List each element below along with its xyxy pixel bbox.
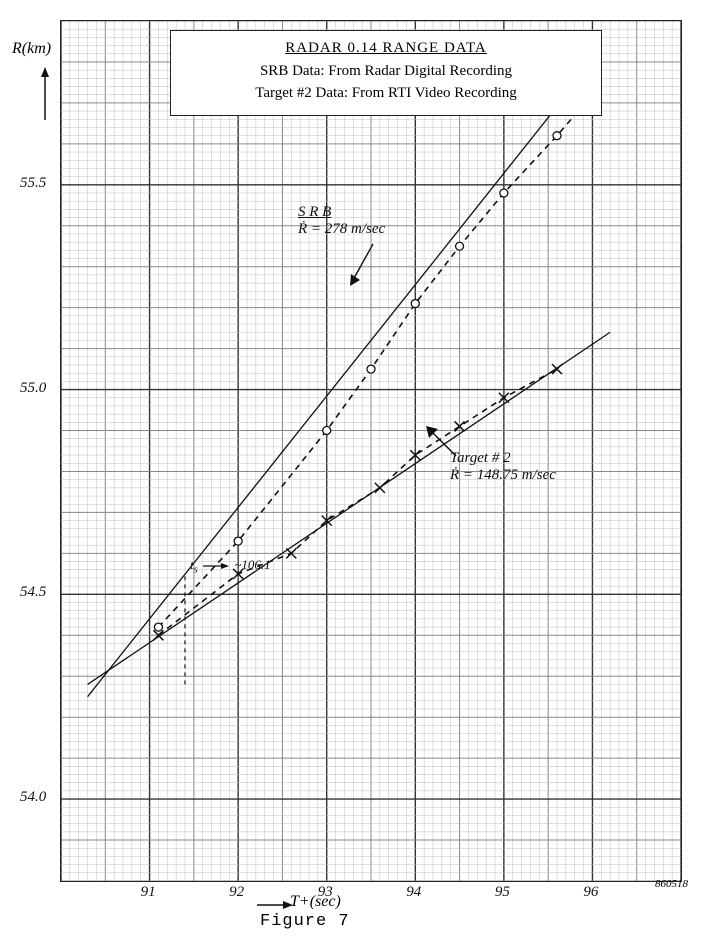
x-tick-label: 96	[583, 884, 598, 901]
x-axis-arrow-icon	[255, 898, 295, 912]
x-tick-label: 94	[406, 884, 421, 901]
divergence-label: ts ~106.1	[190, 558, 271, 576]
y-tick-label: 54.0	[20, 789, 46, 806]
y-axis-label: R(km)	[12, 40, 51, 58]
y-tick-label: 55.0	[20, 380, 46, 397]
x-tick-label: 91	[141, 884, 156, 901]
title-box: RADAR 0.14 RANGE DATA SRB Data: From Rad…	[170, 30, 602, 116]
page: RADAR 0.14 RANGE DATA SRB Data: From Rad…	[0, 0, 706, 942]
figure-caption: Figure 7	[260, 912, 350, 931]
y-tick-label: 54.5	[20, 584, 46, 601]
srb-series-label: S R B Ṙ = 278 m/sec	[298, 204, 385, 239]
subtitle-1: SRB Data: From Radar Digital Recording	[171, 60, 601, 83]
divergence-arrow-icon	[201, 560, 231, 572]
target2-arrow-icon	[418, 418, 468, 468]
y-tick-label: 55.5	[20, 175, 46, 192]
chart-svg	[61, 21, 681, 881]
x-tick-label: 92	[229, 884, 244, 901]
chart-title: RADAR 0.14 RANGE DATA	[171, 37, 601, 60]
corner-id: 860518	[655, 878, 688, 890]
plot-area	[60, 20, 682, 882]
srb-arrow-icon	[345, 240, 405, 300]
y-axis-arrow-icon	[35, 65, 55, 125]
x-tick-label: 93	[318, 884, 333, 901]
x-axis-label: T+(sec)	[290, 893, 341, 911]
x-tick-label: 95	[495, 884, 510, 901]
subtitle-2: Target #2 Data: From RTI Video Recording	[171, 82, 601, 105]
